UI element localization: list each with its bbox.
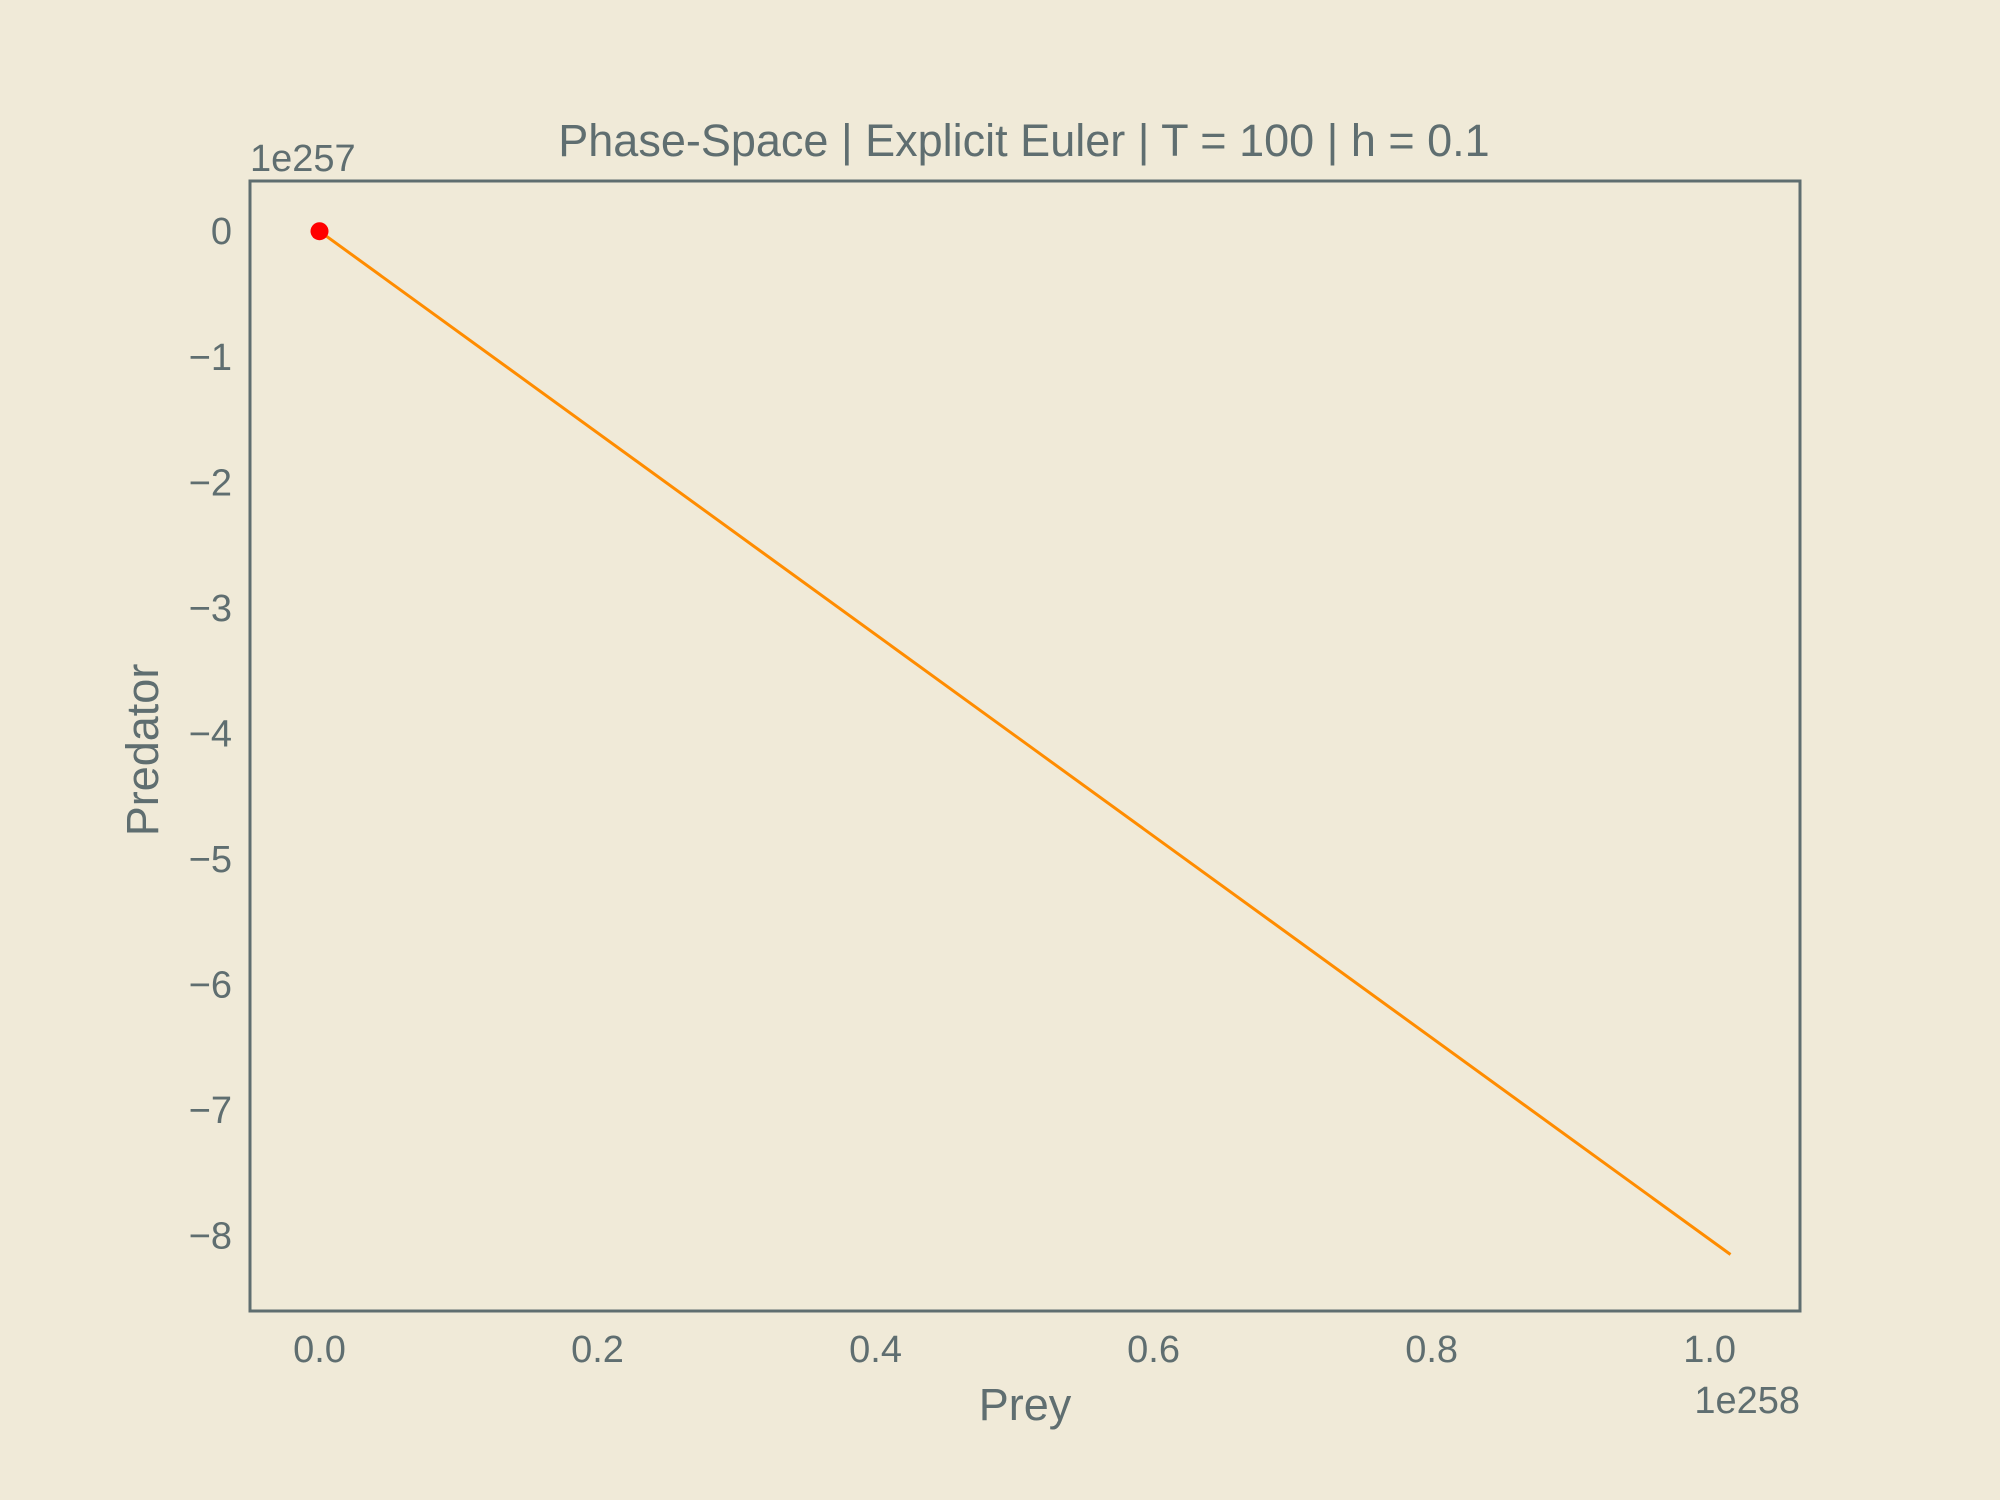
y-tick-label: −4 [189,713,232,755]
x-tick-label: 1.0 [1683,1329,1736,1371]
y-tick-label: −8 [189,1216,232,1258]
y-tick-label: −6 [189,965,232,1007]
trajectory-line [318,229,1732,1256]
y-tick-label: −1 [189,337,232,379]
x-tick-label: 0.2 [571,1329,624,1371]
y-tick-label: −2 [189,462,232,504]
x-tick-label: 0.8 [1405,1329,1458,1371]
x-tick-label: 0.0 [293,1329,346,1371]
y-axis-label: Predator [117,664,168,837]
y-tick-label: −3 [189,588,232,630]
y-offset-label: 1e257 [250,138,356,180]
y-tick-labels: 0 −1 −2 −3 −4 −5 −6 −7 −8 [189,211,232,1257]
x-tick-label: 0.4 [849,1329,902,1371]
x-tick-label: 0.6 [1127,1329,1180,1371]
y-tick-label: −5 [189,839,232,881]
start-point-marker [310,222,329,241]
chart-title: Phase-Space | Explicit Euler | T = 100 |… [558,115,1489,166]
y-tick-label: 0 [211,211,232,253]
x-axis-label: Prey [979,1379,1072,1430]
y-tick-label: −7 [189,1090,232,1132]
plot-area [310,222,1732,1256]
x-tick-labels: 0.0 0.2 0.4 0.6 0.8 1.0 [293,1329,1736,1371]
x-offset-label: 1e258 [1694,1380,1800,1422]
axes-frame [248,179,1802,1313]
